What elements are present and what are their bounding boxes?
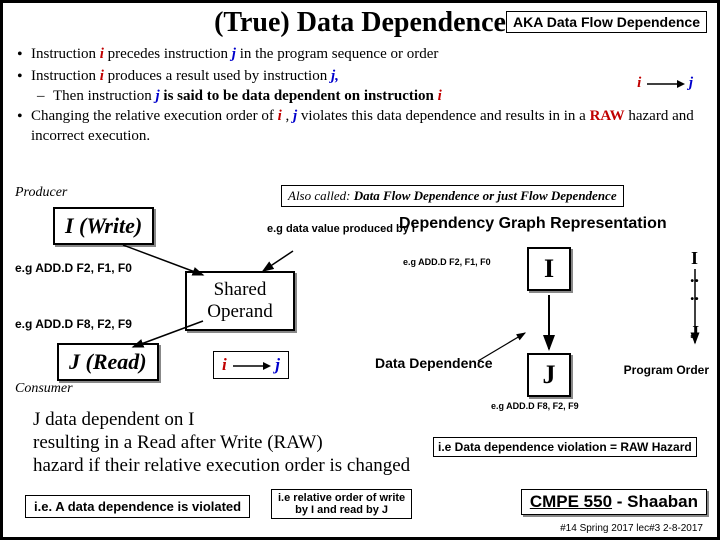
bottom-text: J data dependent on I resulting in a Rea… bbox=[33, 409, 433, 477]
node-J: J bbox=[527, 353, 571, 397]
node-I: I bbox=[527, 247, 571, 291]
bullet-2: Instruction i produces a result used by … bbox=[31, 67, 697, 87]
ij-stack: I .. .. J bbox=[690, 249, 699, 341]
eg-data-value: e.g data value produced by I bbox=[267, 223, 415, 235]
eg-small-2: e.g ADD.D F8, F2, F9 bbox=[491, 401, 579, 411]
data-dep-label: Data Dependence bbox=[375, 355, 492, 371]
sub-bullet: Then instruction j is said to be data de… bbox=[53, 88, 697, 105]
example-1: e.g ADD.D F2, F1, F0 bbox=[15, 261, 132, 275]
producer-label: Producer bbox=[15, 185, 67, 201]
ij-arrow-inline: i j bbox=[637, 75, 693, 92]
eg-small-1: e.g ADD.D F2, F1, F0 bbox=[403, 257, 491, 267]
course-box: CMPE 550 - Shaaban bbox=[521, 489, 707, 515]
consumer-label: Consumer bbox=[15, 381, 73, 397]
raw-hazard-note: i.e Data dependence violation = RAW Haza… bbox=[433, 437, 697, 457]
ij-small-box: i j bbox=[213, 351, 289, 379]
dep-graph-title: Dependency Graph Representation bbox=[399, 215, 667, 233]
bullet-1: Instruction i precedes instruction j in … bbox=[31, 45, 697, 65]
bullet-list: Instruction i precedes instruction j in … bbox=[31, 45, 697, 146]
program-order-label: Program Order bbox=[624, 363, 709, 377]
shared-operand-box: Shared Operand bbox=[185, 271, 295, 331]
example-2: e.g ADD.D F8, F2, F9 bbox=[15, 317, 132, 331]
j-read-box: J (Read) bbox=[57, 343, 159, 381]
bullet-3: Changing the relative execution order of… bbox=[31, 107, 697, 146]
i-write-box: I (Write) bbox=[53, 207, 154, 245]
also-called-box: Also called: Data Flow Dependence or jus… bbox=[281, 185, 624, 207]
ie-box-1: i.e. A data dependence is violated bbox=[25, 495, 250, 518]
ie-box-2: i.e relative order of write by I and rea… bbox=[271, 489, 412, 519]
aka-box: AKA Data Flow Dependence bbox=[506, 11, 707, 33]
footer: #14 Spring 2017 lec#3 2-8-2017 bbox=[560, 523, 703, 534]
